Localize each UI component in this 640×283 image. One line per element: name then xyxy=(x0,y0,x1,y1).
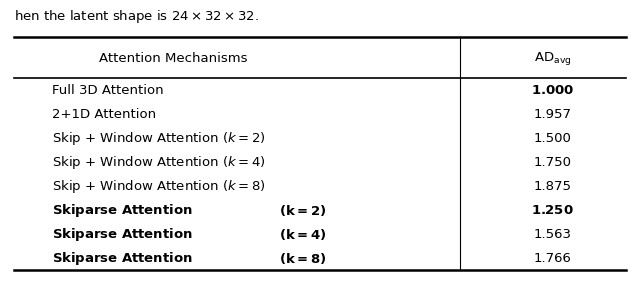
Text: $\mathbf{(k = 8)}$: $\mathbf{(k = 8)}$ xyxy=(278,251,326,266)
Text: $\bf{Skiparse\ Attention}$: $\bf{Skiparse\ Attention}$ xyxy=(52,226,193,243)
Text: $\mathbf{1.250}$: $\mathbf{1.250}$ xyxy=(531,204,574,217)
Text: Attention Mechanisms: Attention Mechanisms xyxy=(99,52,248,65)
Text: $\mathbf{1.000}$: $\mathbf{1.000}$ xyxy=(531,84,574,97)
Text: 2+1D Attention: 2+1D Attention xyxy=(52,108,157,121)
Text: hen the latent shape is $24 \times 32 \times 32$.: hen the latent shape is $24 \times 32 \t… xyxy=(14,8,259,25)
Text: 1.875: 1.875 xyxy=(534,180,572,193)
Text: $\bf{Skiparse\ Attention}$: $\bf{Skiparse\ Attention}$ xyxy=(52,202,193,219)
Text: Skip + Window Attention ($k = 8$): Skip + Window Attention ($k = 8$) xyxy=(52,178,266,195)
Text: 1.766: 1.766 xyxy=(534,252,572,265)
Text: Skip + Window Attention ($k = 2$): Skip + Window Attention ($k = 2$) xyxy=(52,130,266,147)
Text: Full 3D Attention: Full 3D Attention xyxy=(52,84,164,97)
Text: 1.957: 1.957 xyxy=(534,108,572,121)
Text: $\mathbf{(k = 4)}$: $\mathbf{(k = 4)}$ xyxy=(278,227,326,242)
Text: AD$_{\mathrm{avg}}$: AD$_{\mathrm{avg}}$ xyxy=(534,50,572,67)
Text: 1.563: 1.563 xyxy=(534,228,572,241)
Text: $\bf{Skiparse\ Attention}$: $\bf{Skiparse\ Attention}$ xyxy=(52,250,193,267)
Text: $\mathbf{(k = 2)}$: $\mathbf{(k = 2)}$ xyxy=(278,203,326,218)
Text: Skip + Window Attention ($k = 4$): Skip + Window Attention ($k = 4$) xyxy=(52,154,266,171)
Text: 1.750: 1.750 xyxy=(534,156,572,169)
Text: 1.500: 1.500 xyxy=(534,132,572,145)
